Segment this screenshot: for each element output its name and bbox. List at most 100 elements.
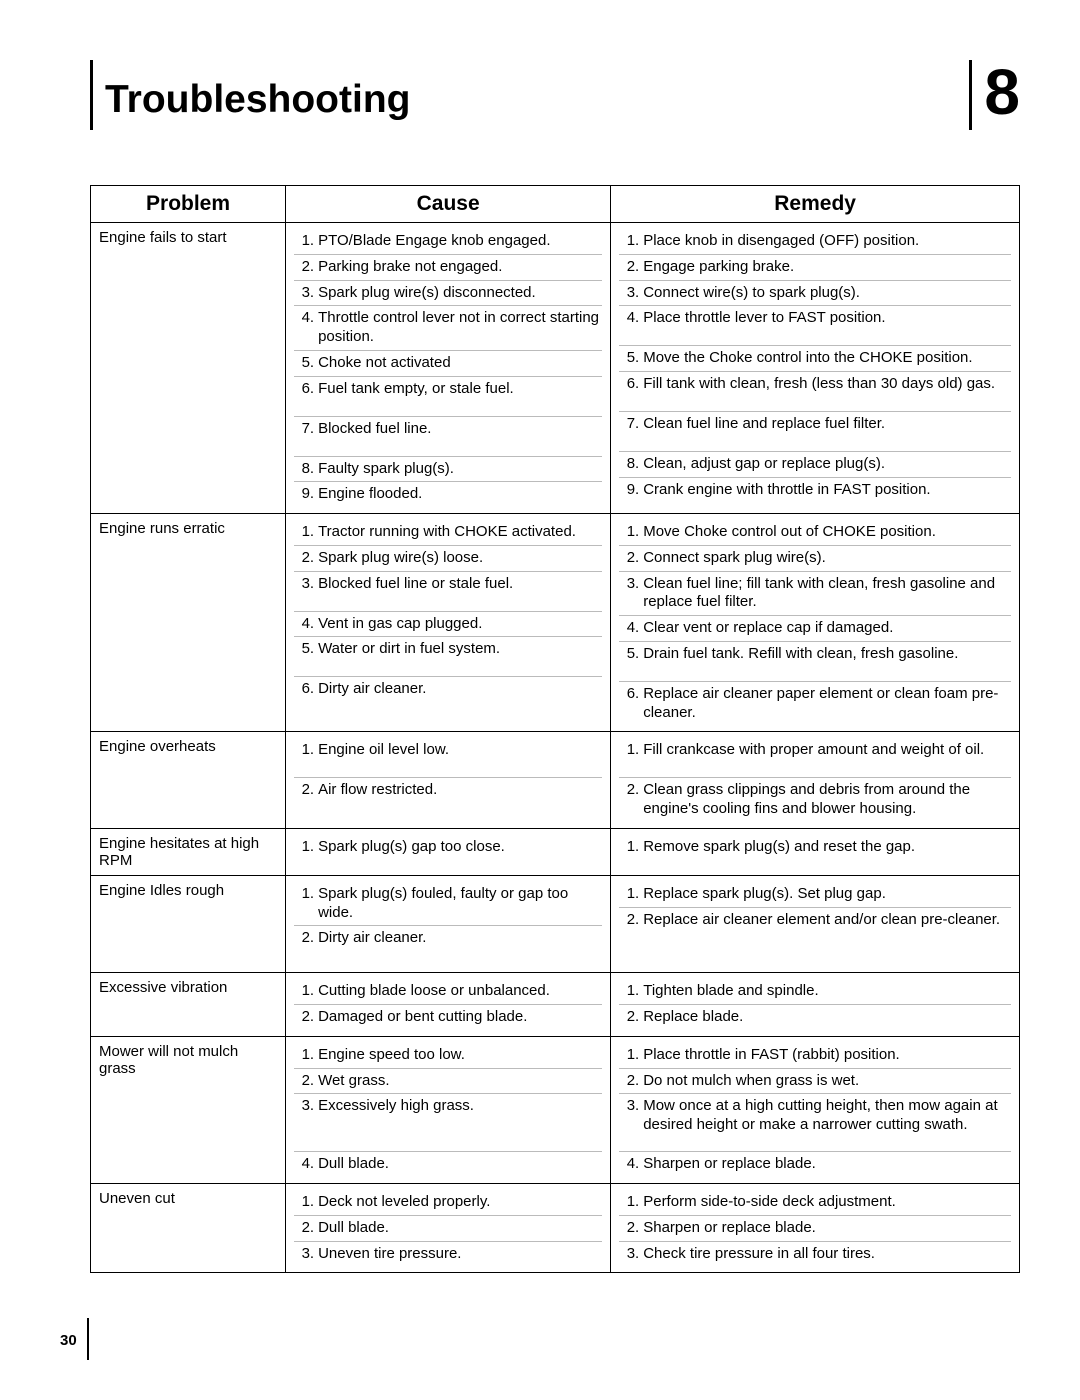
cause-item: Spark plug wire(s) loose.	[294, 546, 602, 572]
table-row: Engine fails to startPTO/Blade Engage kn…	[91, 223, 1020, 514]
remedy-item: Replace spark plug(s). Set plug gap.	[619, 882, 1011, 908]
cause-cell: Engine speed too low.Wet grass.Excessive…	[286, 1036, 611, 1183]
cause-item: Wet grass.	[294, 1069, 602, 1095]
cause-item: Spark plug wire(s) disconnected.	[294, 281, 602, 307]
problem-cell: Uneven cut	[91, 1184, 286, 1273]
cause-cell: PTO/Blade Engage knob engaged.Parking br…	[286, 223, 611, 514]
page-number: 30	[60, 1318, 87, 1360]
cause-item: Uneven tire pressure.	[294, 1242, 602, 1267]
cause-item: Tractor running with CHOKE activated.	[294, 520, 602, 546]
cause-item: Engine flooded.	[294, 482, 602, 507]
troubleshooting-table: Problem Cause Remedy Engine fails to sta…	[90, 185, 1020, 1273]
remedy-cell: Remove spark plug(s) and reset the gap.	[611, 828, 1020, 875]
cause-item: Water or dirt in fuel system.	[294, 637, 602, 677]
cause-item: Cutting blade loose or unbalanced.	[294, 979, 602, 1005]
section-number: 8	[984, 60, 1020, 130]
remedy-item: Replace blade.	[619, 1005, 1011, 1030]
table-header-row: Problem Cause Remedy	[91, 186, 1020, 223]
cause-item: Fuel tank empty, or stale fuel.	[294, 377, 602, 417]
problem-cell: Engine overheats	[91, 732, 286, 829]
table-row: Engine overheatsEngine oil level low.Air…	[91, 732, 1020, 829]
cause-item: Dull blade.	[294, 1152, 602, 1177]
cause-item: Dull blade.	[294, 1216, 602, 1242]
cause-item: Vent in gas cap plugged.	[294, 612, 602, 638]
table-row: Engine hesitates at high RPM Spark plug(s…	[91, 828, 1020, 875]
problem-cell: Excessive vibration	[91, 973, 286, 1037]
cause-cell: Spark plug(s) gap too close.	[286, 828, 611, 875]
remedy-cell: Fill crankcase with proper amount and we…	[611, 732, 1020, 829]
remedy-item: Move Choke control out of CHOKE position…	[619, 520, 1011, 546]
remedy-item: Sharpen or replace blade.	[619, 1216, 1011, 1242]
cause-item: Blocked fuel line.	[294, 417, 602, 457]
cause-item: Faulty spark plug(s).	[294, 457, 602, 483]
footer-rule	[87, 1318, 89, 1360]
table-row: Mower will not mulch grassEngine speed t…	[91, 1036, 1020, 1183]
remedy-cell: Move Choke control out of CHOKE position…	[611, 514, 1020, 732]
remedy-item: Check tire pressure in all four tires.	[619, 1242, 1011, 1267]
remedy-item: Mow once at a high cutting height, then …	[619, 1094, 1011, 1152]
remedy-item: Do not mulch when grass is wet.	[619, 1069, 1011, 1095]
cause-cell: Tractor running with CHOKE activated.Spa…	[286, 514, 611, 732]
remedy-item: Place throttle lever to FAST position.	[619, 306, 1011, 346]
remedy-item: Clean, adjust gap or replace plug(s).	[619, 452, 1011, 478]
remedy-item: Crank engine with throttle in FAST posit…	[619, 478, 1011, 503]
cause-item: Dirty air cleaner.	[294, 926, 602, 966]
page-title: Troubleshooting	[105, 60, 969, 130]
col-header-remedy: Remedy	[611, 186, 1020, 223]
remedy-item: Clean fuel line and replace fuel filter.	[619, 412, 1011, 452]
header-rule-left	[90, 60, 93, 130]
remedy-item: Replace air cleaner paper element or cle…	[619, 682, 1011, 726]
page-footer: 30	[60, 1318, 1020, 1360]
problem-cell: Engine Idles rough	[91, 875, 286, 973]
remedy-item: Perform side-to-side deck adjustment.	[619, 1190, 1011, 1216]
remedy-cell: Tighten blade and spindle.Replace blade.	[611, 973, 1020, 1037]
table-row: Excessive vibrationCutting blade loose o…	[91, 973, 1020, 1037]
col-header-problem: Problem	[91, 186, 286, 223]
remedy-item: Replace air cleaner element and/or clean…	[619, 908, 1011, 948]
cause-item: Engine speed too low.	[294, 1043, 602, 1069]
remedy-item: Clean grass clippings and debris from ar…	[619, 778, 1011, 822]
remedy-cell: Perform side-to-side deck adjustment.Sha…	[611, 1184, 1020, 1273]
table-row: Engine runs erraticTractor running with …	[91, 514, 1020, 732]
problem-cell: Mower will not mulch grass	[91, 1036, 286, 1183]
remedy-item: Fill tank with clean, fresh (less than 3…	[619, 372, 1011, 412]
cause-cell: Cutting blade loose or unbalanced.Damage…	[286, 973, 611, 1037]
remedy-cell: Place throttle in FAST (rabbit) position…	[611, 1036, 1020, 1183]
remedy-cell: Place knob in disengaged (OFF) position.…	[611, 223, 1020, 514]
header-rule-right	[969, 60, 972, 130]
remedy-item: Connect spark plug wire(s).	[619, 546, 1011, 572]
col-header-cause: Cause	[286, 186, 611, 223]
cause-cell: Spark plug(s) fouled, faulty or gap too …	[286, 875, 611, 973]
remedy-item: Place throttle in FAST (rabbit) position…	[619, 1043, 1011, 1069]
remedy-cell: Replace spark plug(s). Set plug gap.Repl…	[611, 875, 1020, 973]
problem-cell: Engine runs erratic	[91, 514, 286, 732]
cause-item: Deck not leveled properly.	[294, 1190, 602, 1216]
cause-item: Dirty air cleaner.	[294, 677, 602, 717]
cause-item: Air flow restricted.	[294, 778, 602, 818]
cause-item: Choke not activated	[294, 351, 602, 377]
remedy-item: Drain fuel tank. Refill with clean, fres…	[619, 642, 1011, 682]
problem-cell: Engine fails to start	[91, 223, 286, 514]
remedy-item: Place knob in disengaged (OFF) position.	[619, 229, 1011, 255]
cause-item: PTO/Blade Engage knob engaged.	[294, 229, 602, 255]
cause-item: Parking brake not engaged.	[294, 255, 602, 281]
cause-item: Engine oil level low.	[294, 738, 602, 778]
table-row: Uneven cutDeck not leveled properly.Dull…	[91, 1184, 1020, 1273]
cause-cell: Deck not leveled properly.Dull blade.Une…	[286, 1184, 611, 1273]
problem-cell: Engine hesitates at high RPM	[91, 828, 286, 875]
cause-item: Spark plug(s) fouled, faulty or gap too …	[294, 882, 602, 927]
remedy-item: Engage parking brake.	[619, 255, 1011, 281]
cause-cell: Engine oil level low.Air flow restricted…	[286, 732, 611, 829]
cause-item: Spark plug(s) gap too close.	[294, 835, 602, 860]
section-number-wrap: 8	[969, 60, 1020, 130]
remedy-item: Clean fuel line; fill tank with clean, f…	[619, 572, 1011, 617]
page-header: Troubleshooting 8	[90, 60, 1020, 130]
cause-item: Blocked fuel line or stale fuel.	[294, 572, 602, 612]
remedy-item: Fill crankcase with proper amount and we…	[619, 738, 1011, 778]
remedy-item: Move the Choke control into the CHOKE po…	[619, 346, 1011, 372]
remedy-item: Connect wire(s) to spark plug(s).	[619, 281, 1011, 307]
remedy-item: Remove spark plug(s) and reset the gap.	[619, 835, 1011, 860]
remedy-item: Clear vent or replace cap if damaged.	[619, 616, 1011, 642]
remedy-item: Sharpen or replace blade.	[619, 1152, 1011, 1177]
remedy-item: Tighten blade and spindle.	[619, 979, 1011, 1005]
